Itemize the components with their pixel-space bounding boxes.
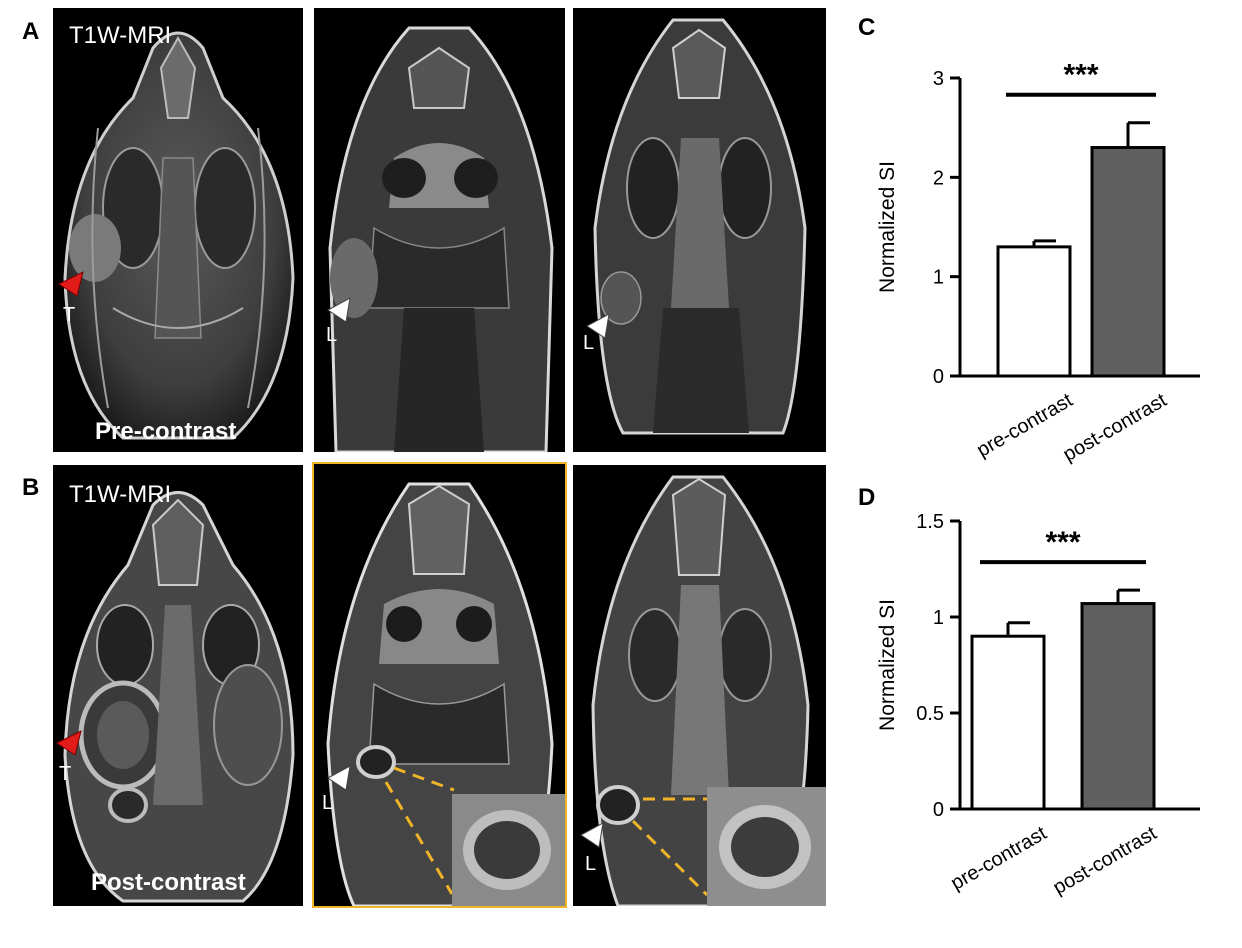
lymph-marker-label: L [322,792,334,814]
panel-letter-d: D [858,484,876,511]
significance-stars: *** [1063,59,1098,92]
lymph-arrow-icon [327,297,351,323]
lymph-arrow-icon [586,313,610,339]
chart-d: 0 0.5 1 1.5 Normalized SI pre-contrastpost-co… [876,511,1200,899]
lymph-marker-label: L [583,332,595,354]
lymph-node-zoom-inset [452,794,565,906]
lymph-node-zoom-inset [707,787,826,906]
mri-pre-contrast-lymph-1: L [314,8,565,452]
mri-post-contrast-lymph-1: L [312,462,567,908]
lymph-marker-label: L [585,853,597,875]
x-tick-label: post-contrast [1049,822,1161,899]
lymph-marker-label: L [326,324,338,346]
lymph-arrow-icon [580,822,604,848]
mri-pre-contrast-tumor: T1W-MRI T Pre-contrast [53,8,303,452]
tumor-arrow-icon [56,730,82,756]
y-tick-label: 0 [933,366,944,388]
mri-post-contrast-lymph-2: L [573,465,826,906]
mri-title: T1W-MRI [69,481,172,508]
tumor-marker-label: T [63,304,76,326]
x-tick-label: post-contrast [1059,389,1171,466]
panel-letter-a: A [22,18,40,45]
y-tick-label: 1.5 [916,511,944,533]
mri-post-contrast-tumor: T1W-MRI T Post-contrast [53,465,303,906]
bar-post-contrast [1090,146,1166,378]
y-tick-label: 1 [933,267,944,289]
bar-pre-contrast [996,245,1072,378]
x-tick-label: pre-contrast [947,822,1051,895]
y-tick-label: 3 [933,68,944,90]
bar-post-contrast [1080,602,1156,811]
y-axis-label: Normalized SI [876,161,899,293]
significance-stars: *** [1045,526,1080,559]
tumor-marker-label: T [59,763,72,785]
y-tick-label: 1 [933,607,944,629]
panel-letter-b: B [22,474,40,501]
mri-title: T1W-MRI [69,22,172,49]
panel-letter-c: C [858,14,876,41]
tumor-arrow-icon [58,271,84,297]
y-tick-label: 2 [933,167,944,189]
y-tick-label: 0.5 [916,703,944,725]
y-tick-label: 0 [933,799,944,821]
mri-pre-contrast-lymph-2: L [573,8,826,452]
mri-caption-post: Post-contrast [91,869,246,896]
mri-caption-pre: Pre-contrast [95,418,237,445]
lymph-arrow-icon [327,765,351,791]
bar-pre-contrast [970,634,1046,811]
y-axis-label: Normalized SI [876,599,899,731]
